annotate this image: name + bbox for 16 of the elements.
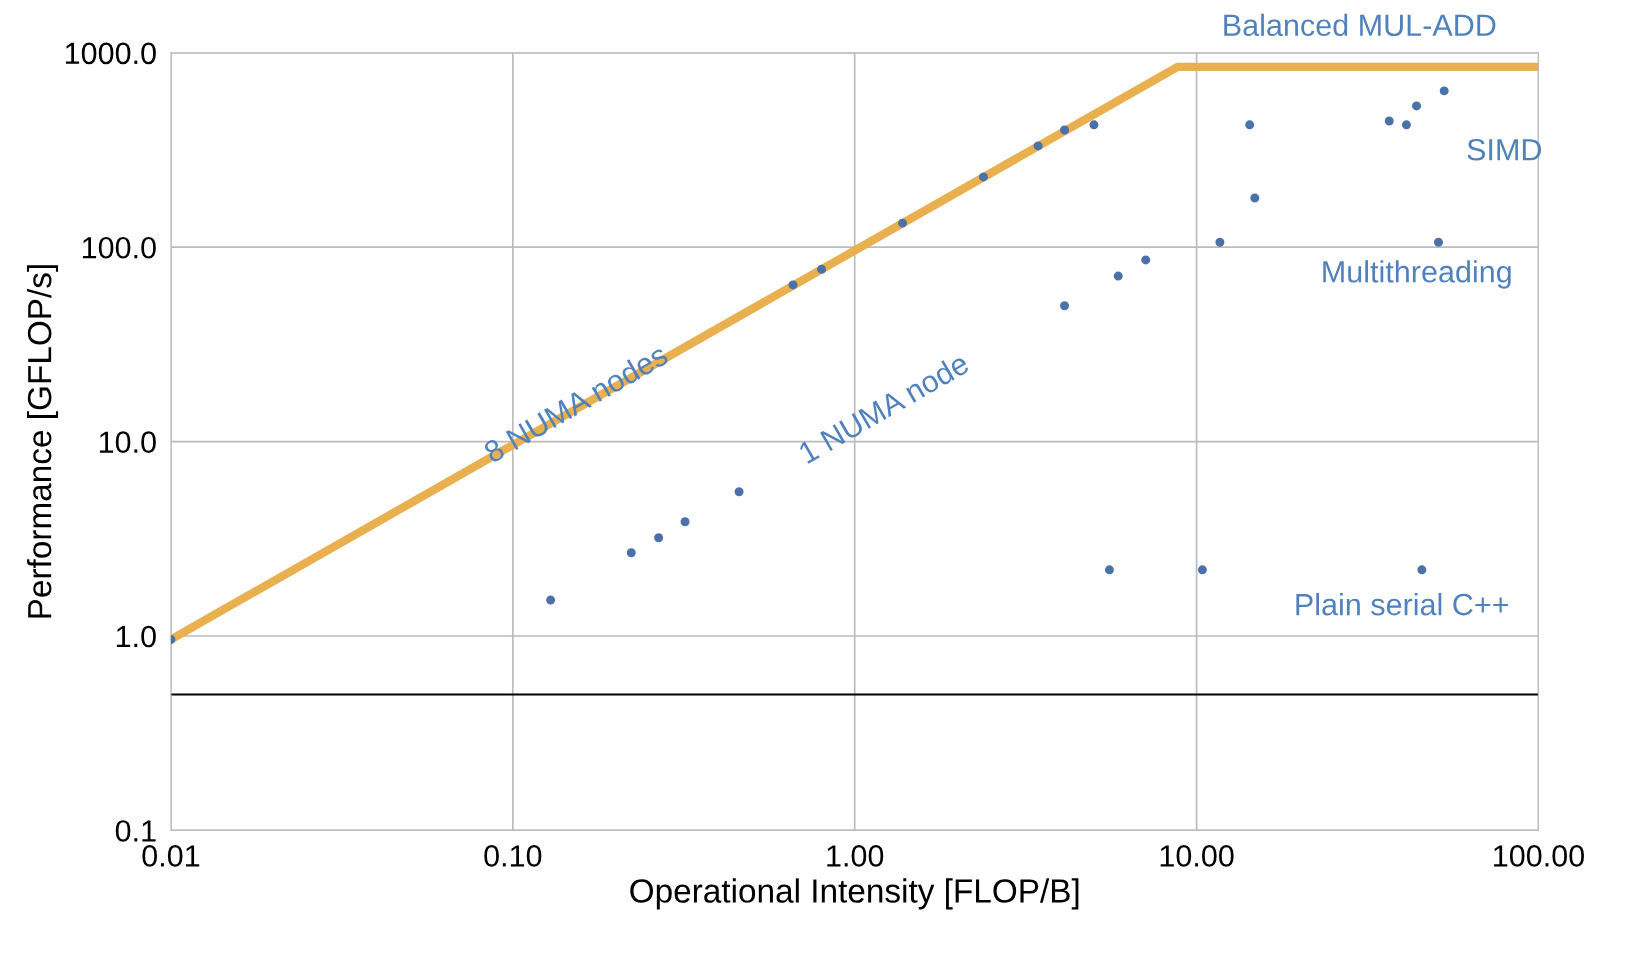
y-axis-title: Performance [GFLOP/s] bbox=[26, 265, 59, 618]
y-tick-label: 1.0 bbox=[116, 625, 156, 648]
x-tick-label: 100.00 bbox=[1494, 845, 1584, 867]
y-tick-label: 1000.0 bbox=[65, 42, 156, 65]
x-axis-title: Operational Intensity [FLOP/B] bbox=[630, 878, 1079, 910]
x-tick-label: 0.10 bbox=[484, 845, 542, 867]
annotation: SIMD bbox=[1467, 138, 1542, 161]
text: Balanced MUL-ADD bbox=[1224, 13, 1496, 37]
y-tick-label: 10.0 bbox=[99, 431, 156, 453]
y-tick-label: 0.1 bbox=[115, 820, 156, 842]
annotation: Plain serial C++ bbox=[1296, 592, 1509, 616]
x-tick-label: 1.00 bbox=[827, 845, 884, 867]
annotation: Multithreading bbox=[1323, 260, 1511, 289]
x-tick-label: 10.00 bbox=[1160, 845, 1234, 867]
x-tick-label: 0.01 bbox=[142, 845, 200, 867]
y-tick-label: 100.0 bbox=[82, 236, 156, 259]
